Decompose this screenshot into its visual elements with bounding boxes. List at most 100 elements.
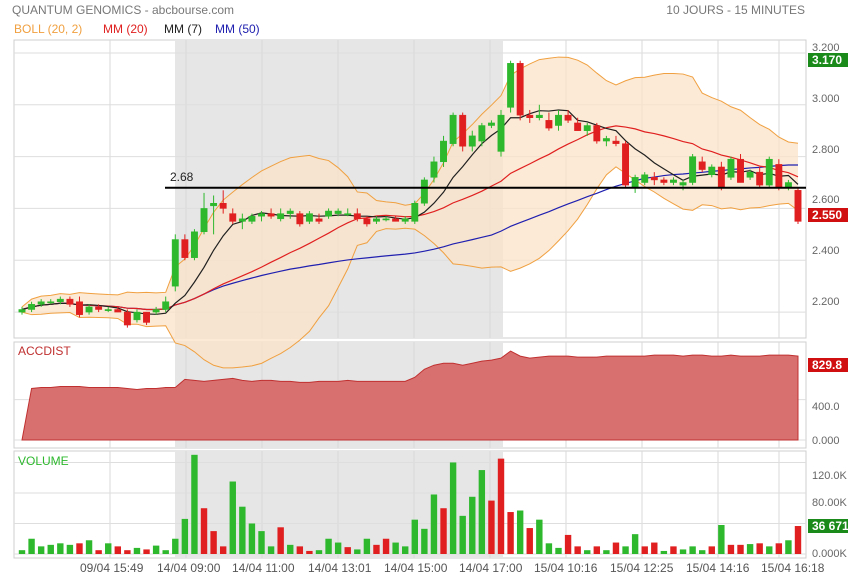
volume-bar: [344, 547, 351, 554]
volume-bar: [555, 547, 562, 554]
volume-bar: [354, 549, 361, 554]
volume-bar: [152, 545, 160, 554]
candle: [382, 218, 390, 221]
volume-bar: [382, 538, 390, 554]
candle: [104, 309, 112, 311]
legend-mm7: MM (7): [164, 22, 202, 36]
volume-bar: [794, 526, 802, 554]
bollinger-lower-line: [21, 166, 799, 369]
candle: [612, 140, 620, 144]
candle: [459, 114, 467, 147]
reference-line-label: 2.68: [170, 170, 194, 184]
candle: [296, 213, 304, 225]
candle: [526, 114, 534, 118]
candle: [449, 114, 457, 144]
volume-bar: [162, 550, 169, 554]
candle: [756, 171, 764, 186]
candle: [114, 309, 122, 313]
volume-bar: [57, 543, 64, 554]
candle: [95, 306, 103, 310]
candle: [401, 218, 409, 222]
accdist-last-badge: 829.8: [808, 358, 848, 372]
candle: [564, 114, 572, 121]
volume-tick: 120.0K: [812, 470, 848, 482]
candle: [430, 161, 438, 178]
volume-bar: [172, 538, 179, 554]
candle: [171, 239, 179, 287]
volume-bar: [373, 544, 380, 554]
candle: [631, 177, 639, 188]
volume-bar: [267, 546, 275, 554]
upper-price-value: 3.170: [812, 53, 842, 67]
candle: [478, 125, 486, 142]
candle: [574, 122, 582, 131]
candle: [497, 114, 505, 152]
volume-bar: [746, 544, 754, 554]
volume-bar: [334, 542, 342, 554]
accdist-panel: [21, 350, 799, 441]
candle: [210, 203, 218, 207]
candle: [353, 213, 361, 220]
volume-bar: [516, 510, 524, 554]
candle: [516, 63, 524, 116]
volume-bar: [651, 542, 658, 554]
candle: [363, 218, 371, 225]
candle: [689, 156, 697, 183]
accdist-axis: 400.0 0.000: [812, 401, 840, 447]
time-label: 14/04 17:00: [459, 561, 523, 575]
volume-bar: [536, 519, 543, 554]
candle: [622, 143, 630, 186]
legend-boll: BOLL (20, 2): [14, 22, 82, 36]
accdist-last-value: 829.8: [812, 358, 842, 372]
candle: [468, 135, 476, 147]
candle: [66, 298, 74, 305]
legend: BOLL (20, 2) MM (20) MM (7) MM (50): [14, 22, 260, 36]
candle: [162, 301, 170, 310]
volume-bar: [229, 481, 236, 554]
candle: [286, 210, 294, 214]
candle: [258, 213, 265, 217]
candle: [420, 179, 428, 204]
volume-bar: [421, 528, 428, 554]
volume-bar: [37, 546, 45, 554]
volume-panel: [18, 454, 802, 554]
mm20-line: [21, 125, 799, 311]
candle: [487, 122, 495, 126]
price-tick: 2.600: [812, 194, 840, 206]
last-price-value: 2.550: [812, 208, 842, 222]
candle: [219, 203, 227, 209]
volume-bar: [488, 500, 495, 554]
candle: [181, 239, 189, 258]
volume-bar: [76, 543, 83, 554]
volume-tick: 80.00K: [812, 497, 848, 509]
candle: [373, 218, 380, 222]
volume-bar: [564, 534, 572, 554]
volume-bar: [612, 542, 620, 554]
candle: [650, 177, 658, 181]
volume-bar: [258, 531, 265, 554]
candle: [737, 158, 744, 183]
candle: [152, 309, 160, 313]
candle: [641, 174, 649, 183]
candle: [794, 190, 802, 222]
volume-bar: [766, 546, 773, 554]
volume-bar: [507, 512, 514, 554]
time-label: 09/04 15:49: [80, 561, 144, 575]
volume-bar: [105, 543, 112, 554]
mm7-line: [21, 109, 799, 315]
candle: [746, 171, 754, 178]
candle: [507, 63, 515, 108]
volume-bar: [181, 518, 189, 554]
volume-bar: [440, 508, 447, 554]
volume-bar: [737, 544, 744, 554]
volume-bar: [392, 542, 399, 554]
candle: [679, 182, 687, 186]
volume-bar: [66, 544, 74, 554]
candle: [727, 158, 735, 178]
volume-bar: [727, 544, 735, 554]
volume-tick: 0.000K: [812, 548, 848, 560]
volume-bar: [28, 538, 35, 554]
volume-bar: [641, 546, 648, 554]
candle: [698, 161, 706, 170]
volume-bar: [239, 506, 246, 554]
